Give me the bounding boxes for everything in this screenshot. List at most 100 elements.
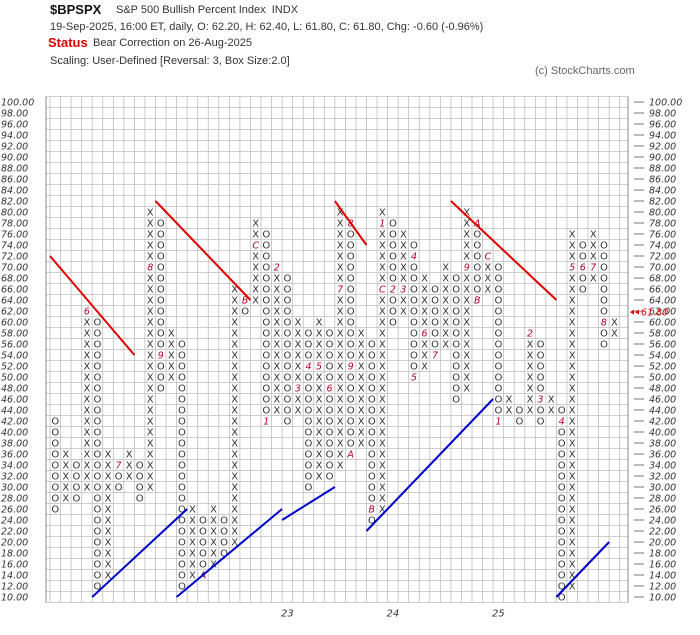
pnf-o-box: O [579,285,587,296]
pnf-o-box: O [452,329,460,340]
pnf-x-box: X [442,285,449,296]
pnf-columns: OOOOOOOOOXXXXXOOOOXXXXXXXXXXXXXXXX6OOOOO… [51,208,618,604]
y-tick-label-left: 16.00 [1,560,28,571]
pnf-x-box: X [358,395,365,406]
pnf-o-box: O [178,538,186,549]
y-tick-label-right: 96.00 [649,120,676,131]
pnf-x-box: X [379,373,386,384]
pnf-month-marker: 4 [559,417,565,428]
y-tick-label-left: 20.00 [1,538,28,549]
y-tick-label-right: 78.00 [649,219,676,230]
y-tick-label-right: 10.00 [649,593,676,604]
pnf-month-marker: 6 [580,263,586,274]
pnf-x-box: X [273,296,280,307]
pnf-x-box: X [358,362,365,373]
pnf-x-box: X [210,538,217,549]
scaling-info: Scaling: User-Defined [Reversal: 3, Box … [50,55,290,67]
pnf-o-box: O [199,549,207,560]
pnf-o-box: O [389,230,397,241]
pnf-x-box: X [569,549,576,560]
pnf-x-box: X [231,450,238,461]
y-tick-label-left: 12.00 [1,582,28,593]
y-tick-label-right: 74.00 [649,241,676,252]
pnf-o-box: O [94,439,102,450]
y-tick-label-right: 86.00 [649,175,676,186]
pnf-o-box: O [326,351,334,362]
pnf-x-box: X [421,274,428,285]
pnf-o-box: O [558,472,566,483]
pnf-x-box: X [316,384,323,395]
pnf-x-box: X [168,373,175,384]
y-tick-label-right: 62.00 [649,307,676,318]
pnf-x-box: X [231,472,238,483]
pnf-o-box: O [157,296,165,307]
pnf-o-box: O [157,318,165,329]
pnf-x-box: X [294,406,301,417]
pnf-o-box: O [347,406,355,417]
pnf-o-box: O [283,329,291,340]
pnf-x-box: X [569,538,576,549]
pnf-month-marker: B [474,296,481,307]
resistance-trendline [154,200,252,301]
pnf-o-box: O [94,527,102,538]
pnf-o-box: O [178,406,186,417]
pnf-x-box: X [569,307,576,318]
pnf-o-box: O [494,384,502,395]
pnf-o-box: O [410,285,418,296]
pnf-x-box: X [168,362,175,373]
pnf-o-box: O [262,296,270,307]
pnf-o-box: O [178,450,186,461]
pnf-x-box: X [316,351,323,362]
y-tick-label-left: 98.00 [1,109,28,120]
pnf-o-box: O [368,439,376,450]
pnf-x-box: X [463,219,470,230]
pnf-o-box: O [283,340,291,351]
pnf-x-box: X [569,450,576,461]
pnf-x-box: X [442,340,449,351]
pnf-o-box: O [305,351,313,362]
pnf-o-box: O [199,516,207,527]
pnf-o-box: O [178,439,186,450]
y-tick-label-right: 34.00 [649,461,676,472]
pnf-x-box: X [231,340,238,351]
y-tick-label-left: 68.00 [1,274,28,285]
pnf-o-box: O [305,373,313,384]
pnf-o-box: O [558,527,566,538]
pnf-o-box: O [473,230,481,241]
pnf-x-box: X [379,439,386,450]
pnf-x-box: X [569,505,576,516]
pnf-x-box: X [252,263,259,274]
pnf-o-box: O [558,505,566,516]
pnf-x-box: X [379,230,386,241]
pnf-o-box: O [157,252,165,263]
pnf-o-box: O [72,483,80,494]
pnf-o-box: O [199,560,207,571]
pnf-x-box: X [337,329,344,340]
pnf-x-box: X [569,318,576,329]
pnf-o-box: O [326,428,334,439]
pnf-x-box: X [569,428,576,439]
pnf-x-box: X [400,296,407,307]
y-tick-label-left: 24.00 [1,516,28,527]
pnf-x-box: X [105,472,112,483]
pnf-x-box: X [62,494,69,505]
y-tick-label-left: 42.00 [1,417,28,428]
pnf-x-box: X [83,439,90,450]
pnf-x-box: X [273,285,280,296]
pnf-x-box: X [231,406,238,417]
pnf-x-box: X [273,384,280,395]
pnf-o-box: O [136,472,144,483]
y-tick-label-right: 88.00 [649,164,676,175]
pnf-x-box: X [252,296,259,307]
pnf-o-box: O [431,296,439,307]
pnf-o-box: O [452,384,460,395]
pnf-x-box: X [337,450,344,461]
y-tick-label-left: 78.00 [1,219,28,230]
pnf-o-box: O [262,384,270,395]
pnf-o-box: O [452,274,460,285]
pnf-x-box: X [527,384,534,395]
y-tick-label-left: 56.00 [1,340,28,351]
pnf-o-box: O [347,439,355,450]
pnf-x-box: X [569,472,576,483]
pnf-x-box: X [379,505,386,516]
